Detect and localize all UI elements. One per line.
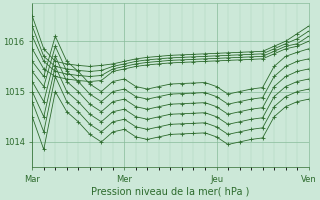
X-axis label: Pression niveau de la mer( hPa ): Pression niveau de la mer( hPa ) — [91, 187, 250, 197]
